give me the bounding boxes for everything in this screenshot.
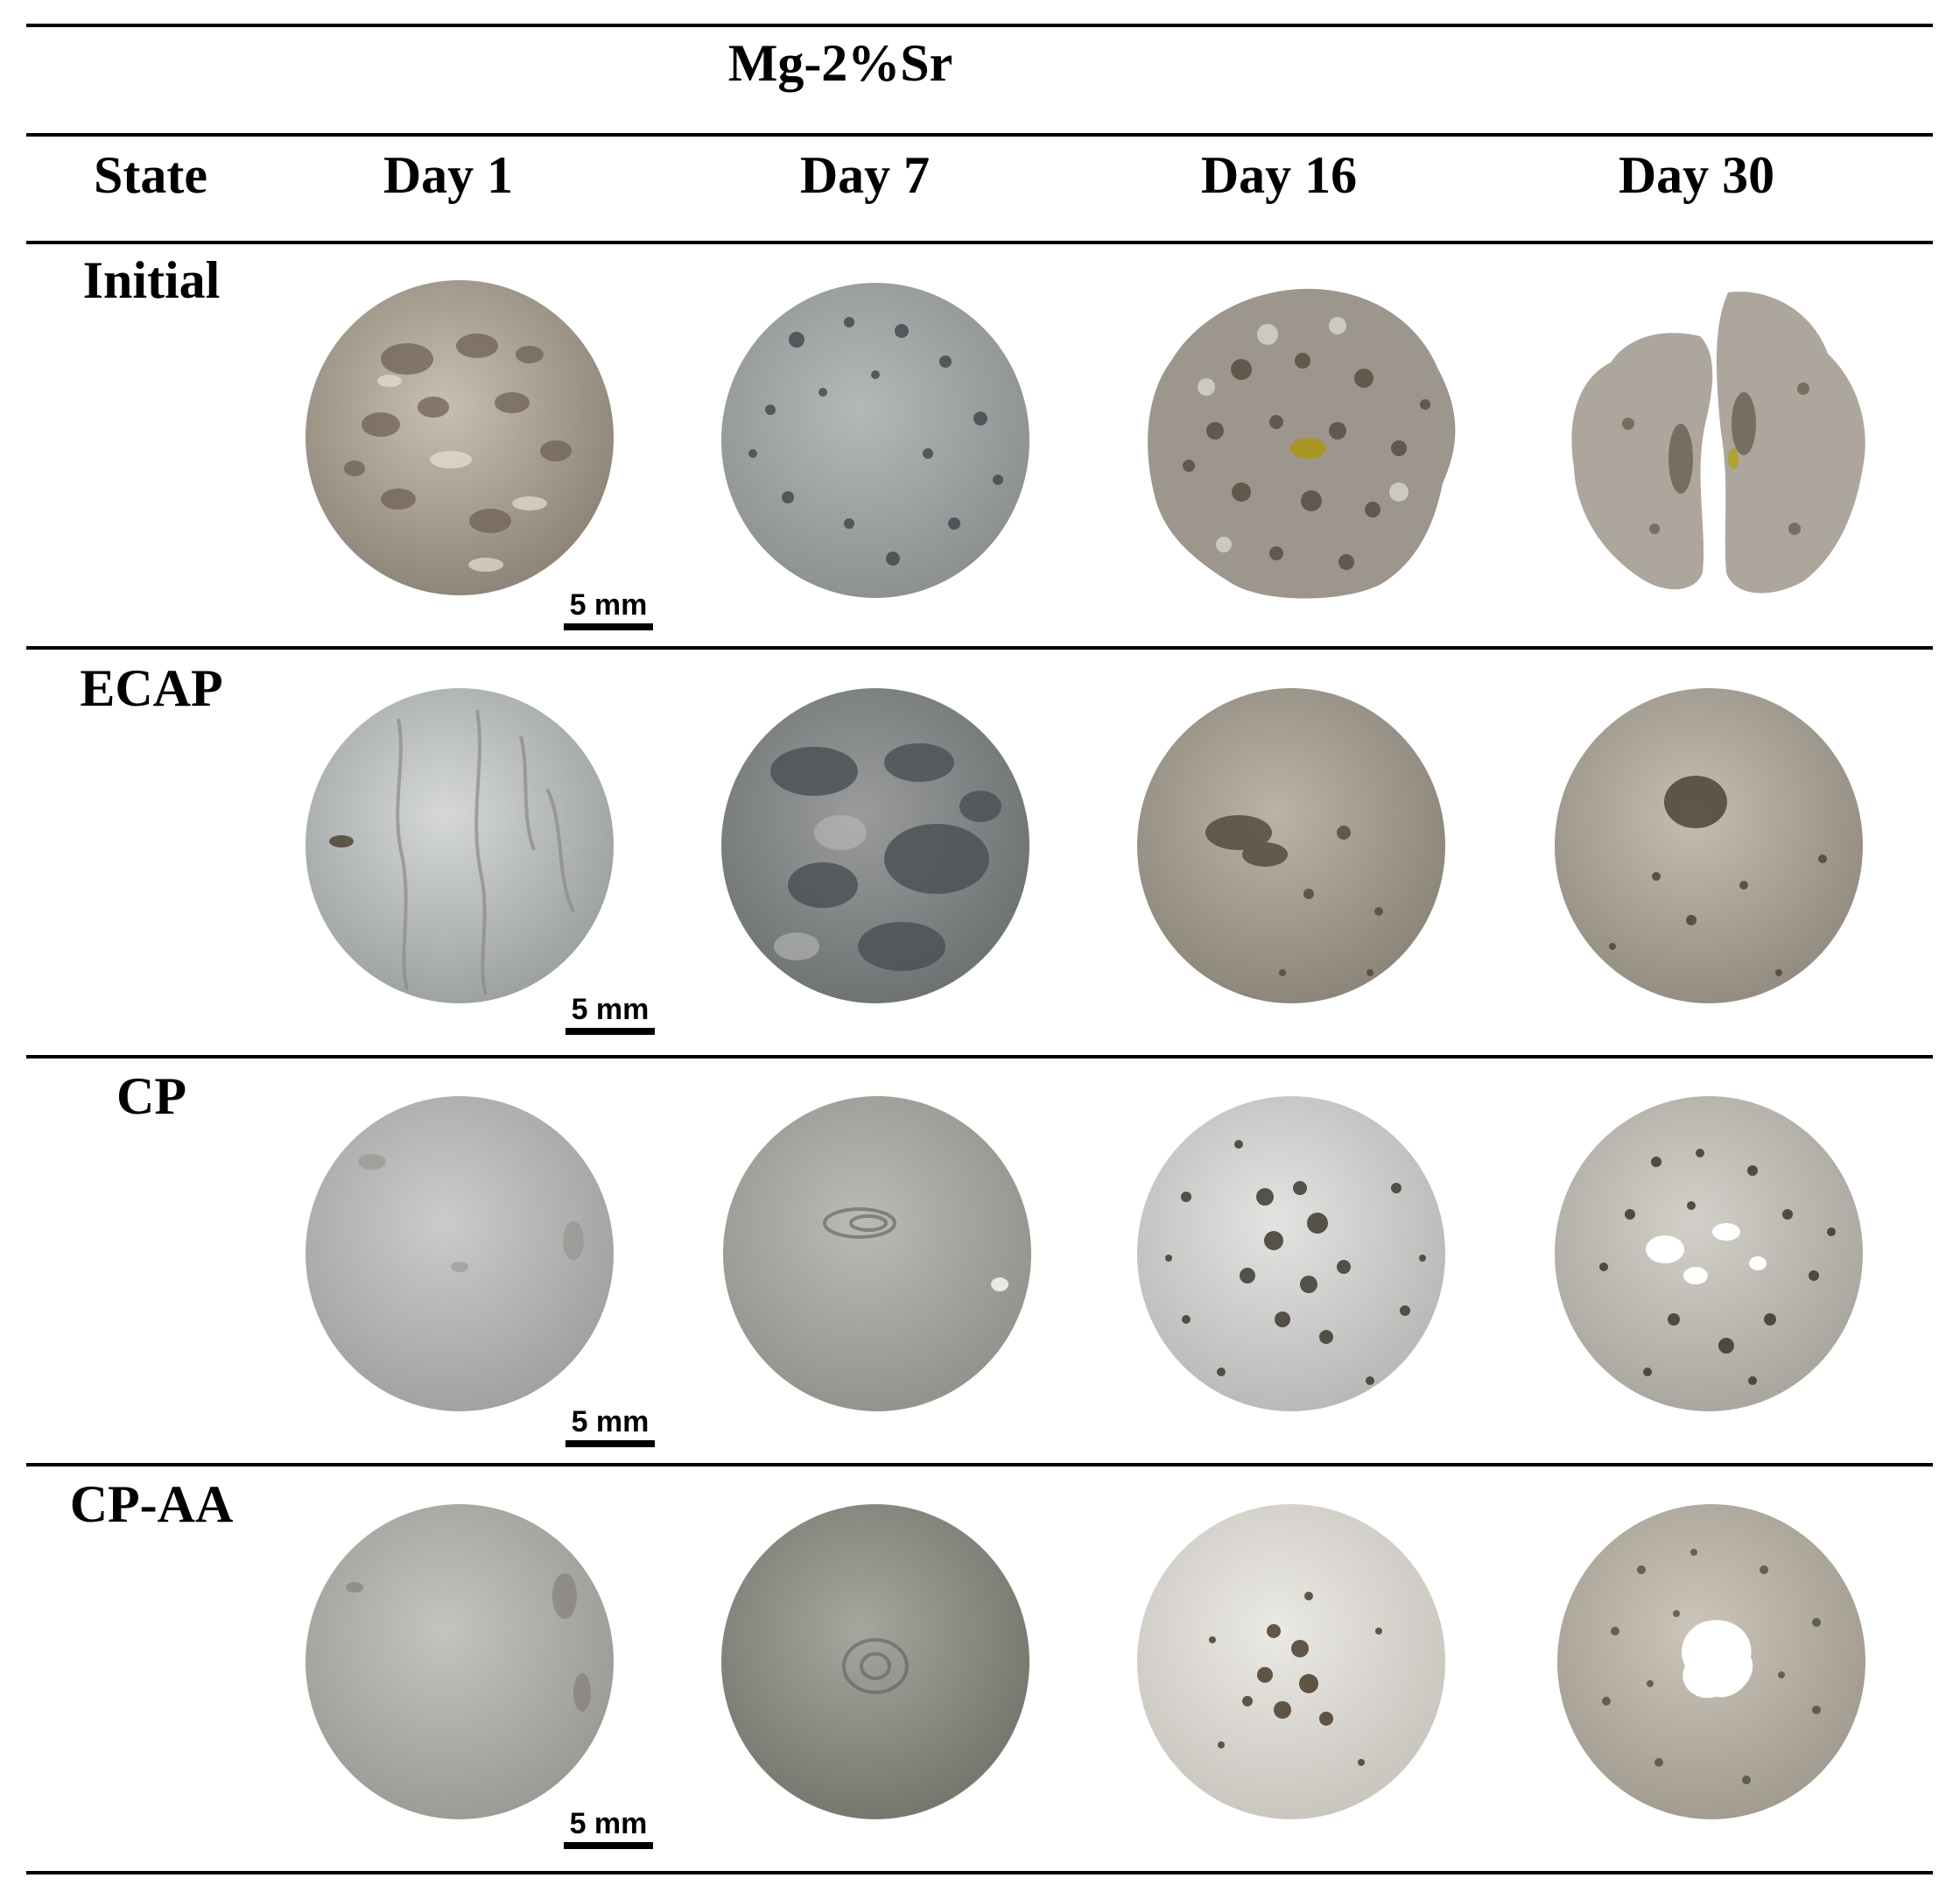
header-day-1: Day 1 — [383, 146, 514, 204]
sample-initial-day1 — [302, 276, 617, 600]
rule-bottom — [26, 1871, 1933, 1874]
sample-initial-day16 — [1136, 282, 1469, 606]
sample-cp-day1 — [302, 1092, 617, 1416]
scale-bar-label: 5 mm — [569, 1807, 648, 1840]
scale-bar-cp-aa: 5 mm — [560, 1807, 657, 1849]
sample-cp-aa-day1 — [302, 1500, 617, 1824]
sample-ecap-day16 — [1134, 684, 1449, 1008]
header-day-7: Day 7 — [799, 146, 931, 204]
scale-bar-line — [564, 1842, 653, 1849]
scale-bar-line — [566, 1028, 655, 1035]
header-state: State — [94, 146, 207, 204]
scale-bar-line — [566, 1440, 655, 1447]
sample-cp-aa-day16 — [1134, 1500, 1449, 1824]
sample-cp-day16 — [1134, 1092, 1449, 1416]
sample-cp-day7 — [720, 1092, 1035, 1416]
scale-bar-label: 5 mm — [571, 993, 650, 1026]
sample-cp-aa-day7 — [718, 1500, 1033, 1824]
scale-bar-line — [564, 623, 653, 630]
sample-cp-day30 — [1551, 1092, 1866, 1416]
sample-initial-day30 — [1549, 284, 1882, 608]
sample-cp-aa-day30 — [1554, 1500, 1869, 1824]
scale-bar-initial: 5 mm — [560, 588, 657, 630]
sample-ecap-day7 — [718, 684, 1033, 1008]
rule-title — [26, 133, 1933, 137]
row-label-cp-aa: CP-AA — [69, 1475, 234, 1533]
scale-bar-label: 5 mm — [571, 1405, 650, 1438]
sample-ecap-day1 — [302, 684, 617, 1008]
rule-row1 — [26, 646, 1933, 650]
row-label-cp: CP — [116, 1067, 186, 1125]
row-label-initial: Initial — [82, 251, 221, 309]
rule-row2 — [26, 1055, 1933, 1059]
rule-top — [26, 24, 1933, 27]
sample-initial-day7 — [718, 278, 1033, 602]
scale-bar-label: 5 mm — [569, 588, 648, 622]
table-title: Mg-2%Sr — [727, 34, 953, 92]
header-day-30: Day 30 — [1618, 146, 1775, 204]
row-label-ecap: ECAP — [80, 659, 223, 717]
sample-ecap-day30 — [1551, 684, 1866, 1008]
header-day-16: Day 16 — [1200, 146, 1358, 204]
rule-header — [26, 241, 1933, 244]
scale-bar-ecap: 5 mm — [562, 993, 658, 1035]
rule-row3 — [26, 1463, 1933, 1466]
scale-bar-cp: 5 mm — [562, 1405, 658, 1447]
